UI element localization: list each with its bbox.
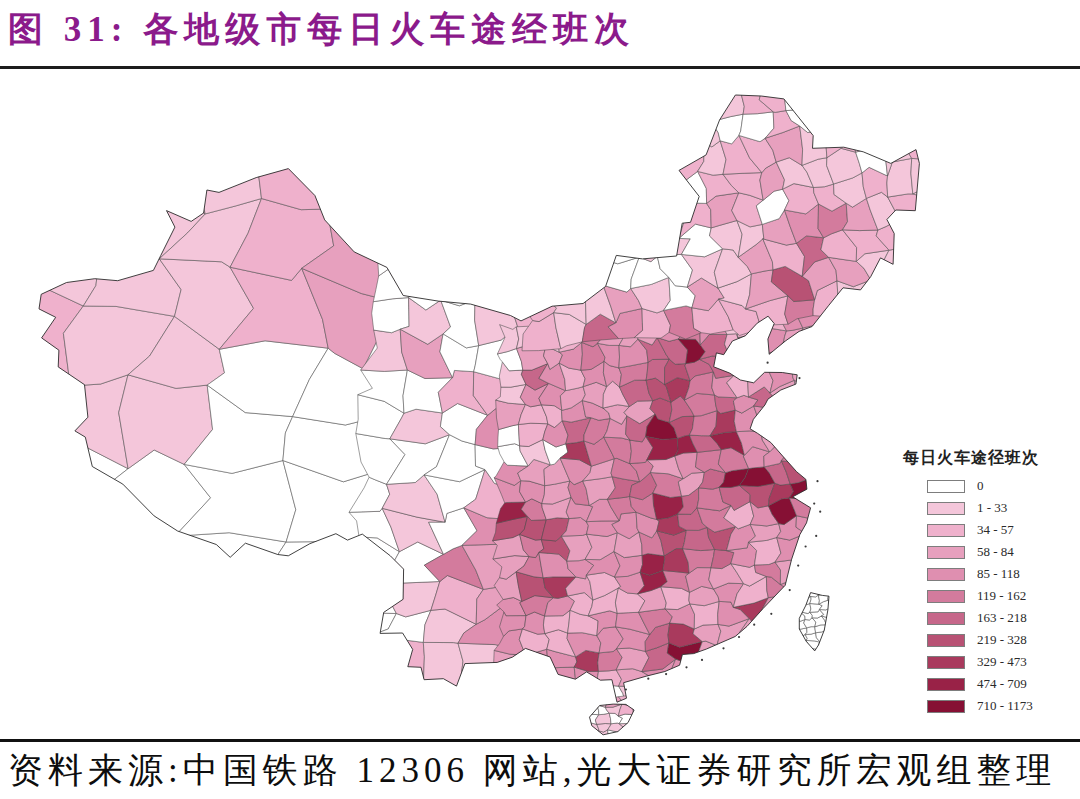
legend-item: 119 - 162 [927, 589, 1079, 603]
legend-item: 1 - 33 [927, 501, 1079, 515]
map-legend: 每日火车途径班次 0 1 - 33 34 - 57 58 - 84 85 - 118 11… [903, 448, 1079, 721]
legend-label: 1 - 33 [977, 500, 1007, 516]
bottom-divider [0, 739, 1080, 742]
legend-swatch [927, 656, 965, 669]
legend-swatch [927, 612, 965, 625]
legend-item: 85 - 118 [927, 567, 1079, 581]
legend-label: 58 - 84 [977, 544, 1014, 560]
legend-item: 474 - 709 [927, 677, 1079, 691]
legend-label: 329 - 473 [977, 654, 1027, 670]
legend-swatch [927, 480, 965, 493]
legend-label: 219 - 328 [977, 632, 1027, 648]
legend-item: 163 - 218 [927, 611, 1079, 625]
legend-swatch [927, 502, 965, 515]
legend-swatch [927, 678, 965, 691]
legend-label: 34 - 57 [977, 522, 1014, 538]
mainland-regions [0, 25, 976, 748]
figure-title: 图 31: 各地级市每日火车途经班次 [8, 6, 635, 53]
top-divider [0, 66, 1080, 69]
legend-items: 0 1 - 33 34 - 57 58 - 84 85 - 118 119 - 162 16… [903, 479, 1079, 713]
legend-item: 0 [927, 479, 1079, 493]
legend-label: 85 - 118 [977, 566, 1020, 582]
legend-title: 每日火车途径班次 [903, 448, 1079, 469]
legend-item: 58 - 84 [927, 545, 1079, 559]
legend-item: 219 - 328 [927, 633, 1079, 647]
legend-label: 710 - 1173 [977, 698, 1033, 714]
legend-swatch [927, 700, 965, 713]
legend-swatch [927, 568, 965, 581]
legend-swatch [927, 524, 965, 537]
legend-swatch [927, 590, 965, 603]
legend-item: 34 - 57 [927, 523, 1079, 537]
legend-label: 119 - 162 [977, 588, 1026, 604]
legend-label: 163 - 218 [977, 610, 1027, 626]
legend-label: 0 [977, 478, 984, 494]
legend-item: 710 - 1173 [927, 699, 1079, 713]
legend-swatch [927, 634, 965, 647]
legend-swatch [927, 546, 965, 559]
legend-label: 474 - 709 [977, 676, 1027, 692]
legend-item: 329 - 473 [927, 655, 1079, 669]
source-note: 资料来源:中国铁路 12306 网站,光大证券研究所宏观组整理 [8, 747, 1056, 794]
